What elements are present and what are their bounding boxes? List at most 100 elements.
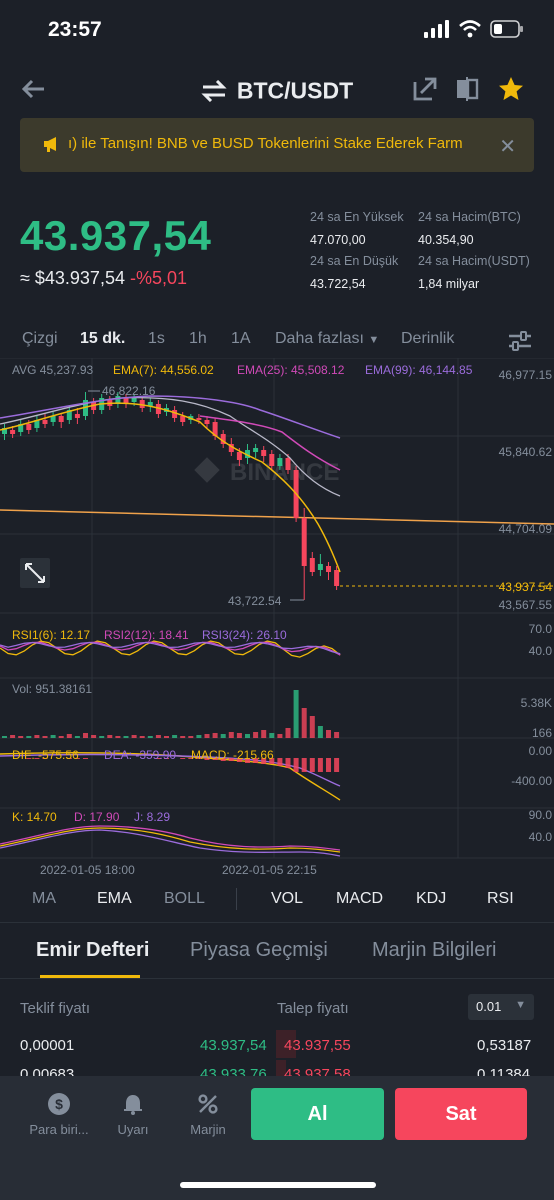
pair-selector[interactable]: BTC/USDT: [0, 76, 554, 104]
ask-depth-bar: [276, 1060, 286, 1076]
candle: [236, 452, 242, 460]
volume-bar: [301, 708, 307, 738]
axis-kdj-hi: 90.0: [528, 808, 552, 822]
indicator-tabs: MA EMA BOLL VOL MACD KDJ RSI: [0, 880, 554, 920]
svg-text:$: $: [55, 1096, 63, 1112]
favorite-star-icon[interactable]: [496, 74, 526, 104]
stat-low-label: 24 sa En Düşük: [310, 254, 399, 268]
ema7-line: [0, 402, 341, 573]
candle: [269, 454, 275, 466]
tab-order-book[interactable]: Emir Defteri: [36, 939, 150, 961]
dollar-coin-icon: $: [48, 1093, 70, 1115]
tab-more[interactable]: Daha fazlası ▼: [275, 330, 379, 348]
candle: [212, 422, 218, 436]
ind-tab-ma[interactable]: MA: [32, 890, 56, 907]
candle: [204, 420, 210, 424]
status-time: 23:57: [48, 18, 102, 41]
candle: [34, 420, 40, 428]
stat-high-value: 47.070,00: [310, 233, 366, 247]
compare-icon[interactable]: [452, 74, 482, 104]
macd-bar: [309, 758, 315, 772]
volume-bar: [253, 732, 259, 738]
volume-bar: [26, 736, 32, 738]
price-change: -%5,01: [129, 268, 188, 288]
axis-price-3: 44,704.09: [498, 522, 552, 536]
macd-bar: [34, 758, 40, 759]
stat-high-label: 24 sa En Yüksek: [310, 210, 404, 224]
ind-tab-boll[interactable]: BOLL: [164, 890, 205, 907]
ask-price-header: Talep fiyatı: [277, 1000, 349, 1017]
tab-1a[interactable]: 1A: [231, 330, 251, 347]
macd-bar: [261, 758, 267, 764]
fiat-value: ≈ $43.937,54: [20, 268, 125, 288]
announcement-banner[interactable]: ı) ile Tanışın! BNB ve BUSD Tokenlerini …: [20, 118, 534, 172]
volume-bar: [42, 736, 48, 738]
bid-price[interactable]: 43.937,54: [200, 1037, 267, 1054]
candle: [139, 400, 145, 408]
ind-tab-rsi[interactable]: RSI: [487, 890, 514, 907]
back-arrow-icon[interactable]: [18, 74, 48, 104]
ind-tab-vol[interactable]: VOL: [271, 890, 304, 907]
rsi12-label: RSI2(12): 18.41: [104, 628, 189, 642]
macd-bar: [115, 758, 121, 759]
axis-vol-hi: 5.38K: [520, 696, 552, 710]
candle: [2, 428, 7, 434]
macd-bar: [204, 758, 210, 760]
avg-line: [0, 509, 554, 525]
tab-1h[interactable]: 1h: [189, 330, 207, 347]
alert-button[interactable]: Uyarı: [98, 1092, 168, 1137]
candle: [83, 400, 88, 416]
expand-chart-icon[interactable]: [20, 558, 50, 588]
macd-bar: [74, 758, 80, 759]
sell-button[interactable]: Sat: [395, 1088, 527, 1140]
ind-tab-macd[interactable]: MACD: [336, 890, 384, 907]
chart-settings-icon[interactable]: [508, 330, 532, 352]
bid-qty[interactable]: 0,00001: [20, 1037, 75, 1054]
price-chart[interactable]: BINANCE AVG 45,23: [0, 358, 554, 878]
ask-depth-bar: [276, 1030, 296, 1058]
volume-bar: [180, 736, 186, 738]
ind-tab-ema[interactable]: EMA: [97, 890, 132, 907]
share-icon[interactable]: [410, 74, 440, 104]
volume-bar: [155, 735, 161, 738]
macd-bar: [42, 758, 48, 759]
currency-button[interactable]: $ Para biri...: [24, 1092, 94, 1137]
volume-bar: [66, 734, 72, 738]
tab-market-history[interactable]: Piyasa Geçmişi: [190, 939, 328, 961]
tab-depth[interactable]: Derinlik: [401, 330, 455, 347]
dif-label: DIF: -575.56: [12, 748, 79, 762]
ask-qty[interactable]: 0,53187: [477, 1037, 532, 1054]
tab-1s[interactable]: 1s: [148, 330, 165, 347]
stat-vol-btc-value: 40.354,90: [418, 233, 474, 247]
candle: [253, 448, 259, 452]
tab-15m[interactable]: 15 dk.: [80, 330, 126, 347]
volume-bar: [123, 736, 129, 738]
precision-select[interactable]: 0.01 ▼: [468, 994, 534, 1020]
axis-macd-hi: 0.00: [528, 744, 552, 758]
kdj-k-line: [0, 827, 341, 853]
macd-bar: [66, 758, 72, 759]
volume-bar: [139, 736, 145, 738]
volume-bar: [99, 736, 105, 738]
axis-kdj-lo: 40.0: [528, 830, 552, 844]
ask-price[interactable]: 43.937,55: [284, 1037, 351, 1054]
volume-bar: [18, 736, 24, 738]
margin-button[interactable]: Marjin: [173, 1092, 243, 1137]
tab-margin-info[interactable]: Marjin Bilgileri: [372, 939, 497, 961]
candlestick-chart-svg[interactable]: BINANCE: [0, 358, 554, 878]
banner-close-icon[interactable]: ✕: [499, 136, 516, 158]
volume-bar: [293, 690, 299, 738]
candle: [228, 444, 234, 452]
buy-button[interactable]: Al: [251, 1088, 384, 1140]
tab-line[interactable]: Çizgi: [22, 330, 58, 347]
volume-bar: [83, 733, 88, 738]
stat-vol-usdt: 24 sa Hacim(USDT) 1,84 milyar: [418, 254, 530, 291]
ind-tab-kdj[interactable]: KDJ: [416, 890, 447, 907]
kdj-d-line: [0, 825, 341, 851]
timeframe-bar: Çizgi 15 dk. 1s 1h 1A Daha fazlası ▼ Der…: [0, 326, 554, 356]
macd-label: MACD: -215.66: [191, 748, 274, 762]
last-price: 43.937,54: [20, 212, 212, 259]
volume-bar: [261, 730, 267, 738]
volume-bar: [91, 735, 97, 738]
volume-bar: [115, 736, 121, 738]
